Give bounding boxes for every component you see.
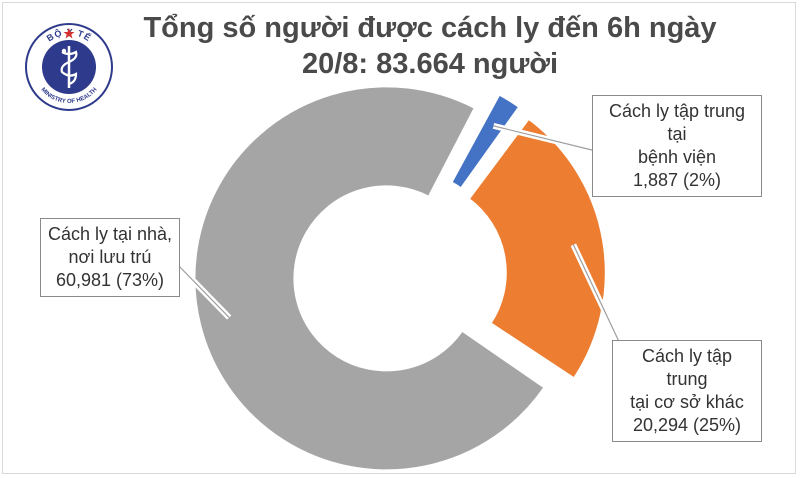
callout-hospital-line-1: Cách ly tập trung tại <box>608 101 746 144</box>
leader-line <box>493 125 601 153</box>
callout-home-line-1: Cách ly tại nhà, <box>47 224 173 244</box>
callout-home-value: 60,981 (73%) <box>55 270 165 290</box>
chart-title-line-1: Tổng số người được cách ly đến 6h ngày <box>143 12 717 44</box>
ministry-of-health-logo: BỘ Y TẾ MINISTRY OF HEALTH <box>25 23 113 111</box>
leader-line <box>174 261 230 318</box>
chart-title-line-2: 20/8: 83.664 người <box>301 48 558 80</box>
callout-other-value: 20,294 (25%) <box>632 415 742 435</box>
red-star-icon <box>63 28 75 39</box>
slice-hospital <box>450 93 521 190</box>
slice-home <box>193 85 546 472</box>
slice-other-facility <box>467 117 607 380</box>
callout-other-line-1: Cách ly tập trung <box>641 346 733 389</box>
callout-other-line-2: tại cơ sở khác <box>630 392 744 412</box>
callout-hospital-line-2: bệnh viện <box>637 147 717 167</box>
callout-home-line-2: nơi lưu trú <box>68 247 152 267</box>
callout-other-facility: Cách ly tập trung tại cơ sở khác 20,294 … <box>612 340 762 442</box>
callout-home: Cách ly tại nhà, nơi lưu trú 60,981 (73%… <box>40 218 180 297</box>
caduceus-icon <box>60 46 78 88</box>
callout-hospital-value: 1,887 (2%) <box>632 170 722 190</box>
callout-hospital: Cách ly tập trung tại bệnh viện 1,887 (2… <box>592 95 762 197</box>
